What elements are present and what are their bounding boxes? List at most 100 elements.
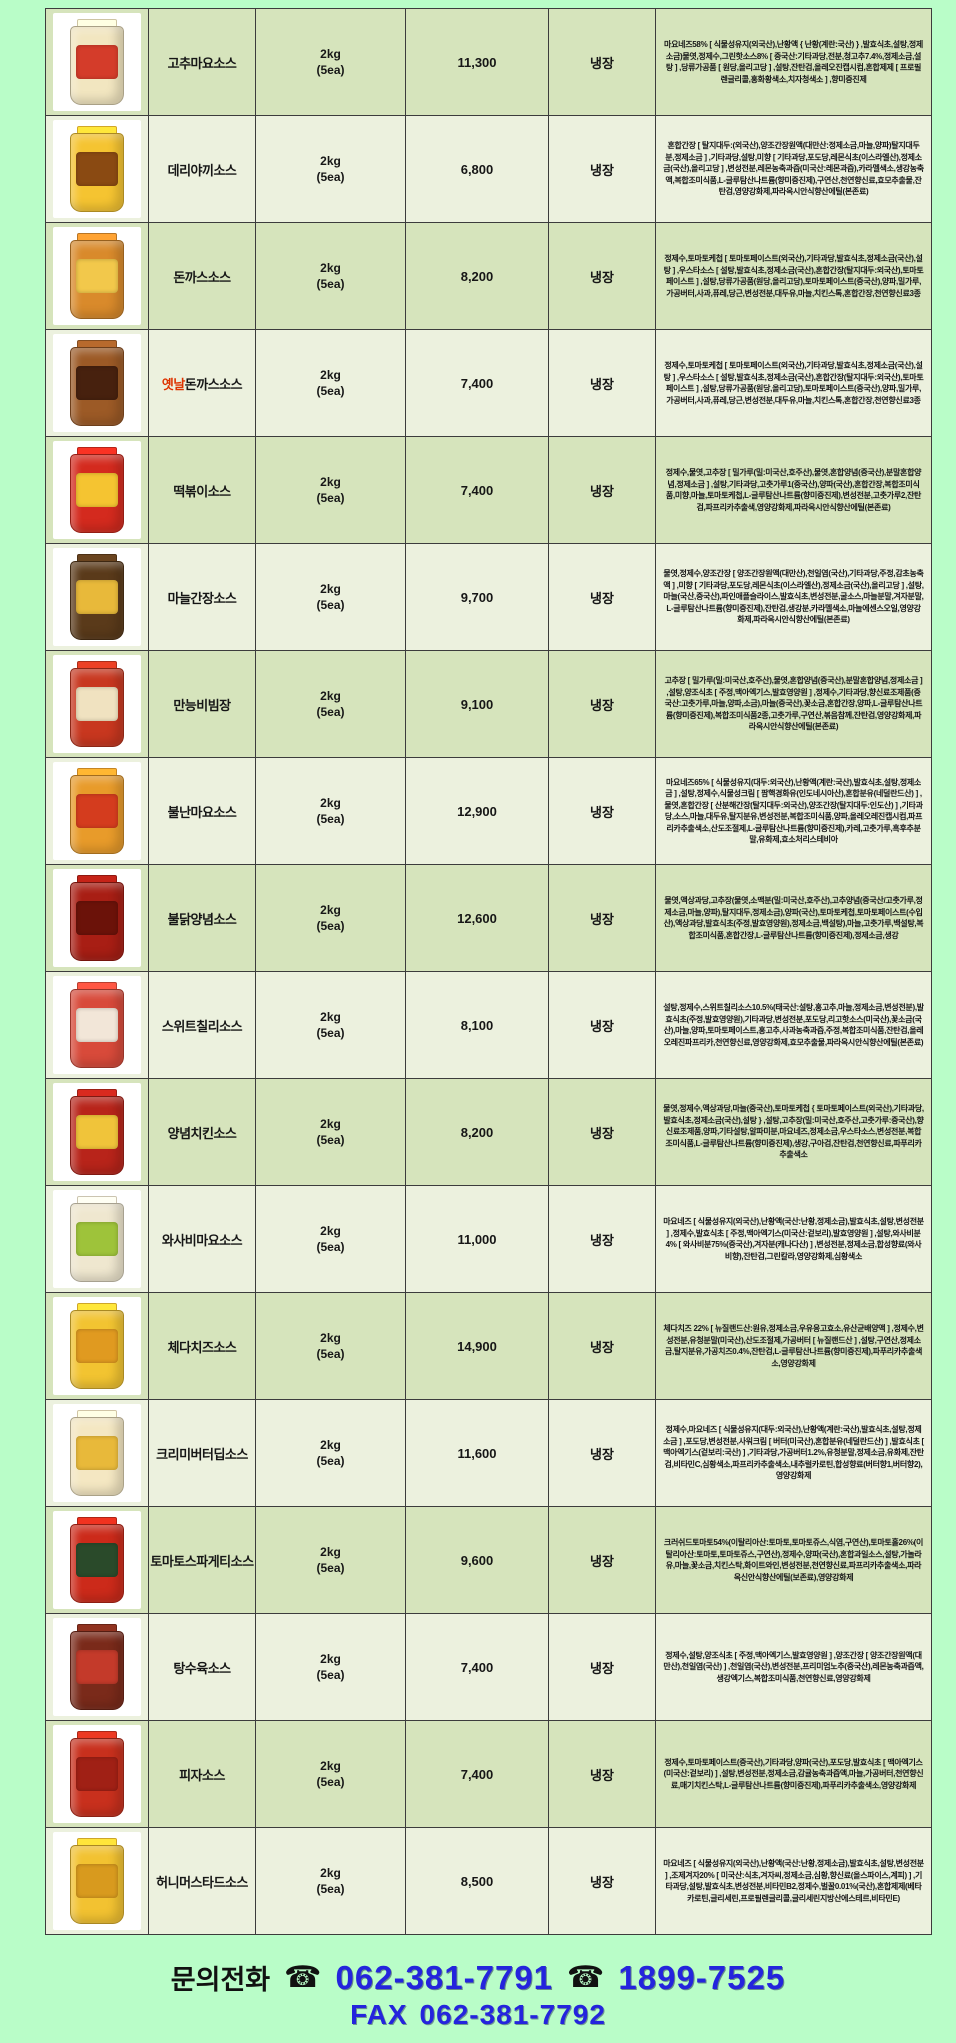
product-name-cell: 고추마요소스 [148, 8, 256, 116]
product-name-cell: 불닭양념소스 [148, 864, 256, 972]
product-size: 2kg [320, 1438, 341, 1452]
product-price: 9,600 [405, 1506, 549, 1614]
pouch-label [75, 365, 119, 401]
product-size-count: (5ea) [316, 1775, 345, 1789]
product-name-cell: 스위트칠리소스 [148, 971, 256, 1079]
product-name-cell: 크리미버터딥소스 [148, 1399, 256, 1507]
product-size-cell: 2kg (5ea) [255, 1292, 406, 1400]
product-price: 11,600 [405, 1399, 549, 1507]
product-photo [53, 976, 141, 1074]
product-name-cell: 만능비빔장 [148, 650, 256, 758]
product-price: 7,400 [405, 329, 549, 437]
telephone-icon: ☎ [284, 1961, 322, 1994]
product-size: 2kg [320, 154, 341, 168]
pouch-label [75, 1007, 119, 1043]
product-size: 2kg [320, 1866, 341, 1880]
product-name-cell: 체다치즈소스 [148, 1292, 256, 1400]
product-size-cell: 2kg (5ea) [255, 864, 406, 972]
product-table-body: 고추마요소스 2kg (5ea) 11,300 냉장 마요네즈58% [ 식물성… [45, 8, 932, 1935]
telephone-icon: ☎ [567, 1961, 605, 1994]
product-image-cell [45, 1078, 149, 1186]
product-name: 양념치킨소스 [167, 1125, 237, 1141]
pouch-label [75, 44, 119, 80]
product-size-count: (5ea) [316, 1347, 345, 1361]
product-image [68, 1838, 126, 1924]
product-storage-badge: 냉장 [548, 650, 656, 758]
product-ingredients: 설탕,정제수,스위트칠리소스10.5%(태국산:설탕,홍고추,마늘,정제소금,변… [655, 971, 932, 1079]
product-price: 8,100 [405, 971, 549, 1079]
product-image-cell [45, 1827, 149, 1935]
product-image-cell [45, 757, 149, 865]
product-photo [53, 548, 141, 646]
product-name: 스위트칠리소스 [161, 1018, 243, 1034]
table-row: 불난마요소스 2kg (5ea) 12,900 냉장 마요네즈65% [ 식물성… [45, 757, 932, 865]
product-storage-badge: 냉장 [548, 1292, 656, 1400]
product-size-count: (5ea) [316, 384, 345, 398]
product-photo [53, 1404, 141, 1502]
product-size-count: (5ea) [316, 1240, 345, 1254]
product-price: 11,300 [405, 8, 549, 116]
product-size-cell: 2kg (5ea) [255, 1185, 406, 1293]
product-ingredients: 물엿,정제수,액상과당,마늘(중국산),토마토케첩 { 토마토페이스트(외국산)… [655, 1078, 932, 1186]
product-image [68, 1410, 126, 1496]
product-photo [53, 1725, 141, 1823]
table-row: 불닭양념소스 2kg (5ea) 12,600 냉장 물엿,액상과당,고추장(물… [45, 864, 932, 972]
product-ingredients: 물엿,액상과당,고추장(물엿,소맥분(밀:미국산,호주산),고추양념(중국산/고… [655, 864, 932, 972]
fax-line: FAX 062-381-7792 [350, 1999, 606, 2031]
table-row: 떡볶이소스 2kg (5ea) 7,400 냉장 정제수,물엿,고추장 [ 밀가… [45, 436, 932, 544]
product-ingredients: 정제수,토마토페이스트(중국산),기타과당,양파(국산),포도당,발효식초 [ … [655, 1720, 932, 1828]
product-image [68, 1089, 126, 1175]
pouch-label [75, 793, 119, 829]
product-storage-badge: 냉장 [548, 436, 656, 544]
product-size-cell: 2kg (5ea) [255, 329, 406, 437]
product-size: 2kg [320, 903, 341, 917]
product-name-cell: 토마토스파게티소스 [148, 1506, 256, 1614]
table-row: 크리미버터딥소스 2kg (5ea) 11,600 냉장 정제수,마요네즈 [ … [45, 1399, 932, 1507]
product-storage-badge: 냉장 [548, 1399, 656, 1507]
pouch-label [75, 1114, 119, 1150]
product-storage-badge: 냉장 [548, 757, 656, 865]
table-row: 토마토스파게티소스 2kg (5ea) 9,600 냉장 크러쉬드토마토54%(… [45, 1506, 932, 1614]
product-image-cell [45, 1292, 149, 1400]
product-price: 7,400 [405, 1613, 549, 1721]
product-size-cell: 2kg (5ea) [255, 1613, 406, 1721]
product-size-cell: 2kg (5ea) [255, 222, 406, 330]
product-photo [53, 334, 141, 432]
product-size-count: (5ea) [316, 705, 345, 719]
product-size: 2kg [320, 1652, 341, 1666]
product-image-cell [45, 222, 149, 330]
product-size-cell: 2kg (5ea) [255, 1720, 406, 1828]
product-size-count: (5ea) [316, 1454, 345, 1468]
product-name-cell: 떡볶이소스 [148, 436, 256, 544]
product-price: 9,100 [405, 650, 549, 758]
product-price: 6,800 [405, 115, 549, 223]
product-size: 2kg [320, 1010, 341, 1024]
product-name: 데리야끼소스 [167, 162, 237, 178]
pouch-label [75, 1649, 119, 1685]
product-ingredients: 크러쉬드토마토54%(이탈리아산:토마토,토마토쥬스,식염,구연산),토마토홀2… [655, 1506, 932, 1614]
product-size-count: (5ea) [316, 1026, 345, 1040]
product-image-cell [45, 1399, 149, 1507]
product-image-cell [45, 971, 149, 1079]
product-ingredients: 마요네즈 [ 식물성유지(외국산),난황액(국산:난황,정제소금),발효식초,설… [655, 1185, 932, 1293]
product-size-cell: 2kg (5ea) [255, 757, 406, 865]
product-ingredients: 정제수,토마토케첩 [ 토마토페이스트(외국산),기타과당,발효식초,정제소금(… [655, 329, 932, 437]
product-name: 와사비마요소스 [161, 1232, 243, 1248]
product-storage-badge: 냉장 [548, 222, 656, 330]
inquiry-line: 문의전화 ☎ 062-381-7791 ☎ 1899-7525 [171, 1958, 785, 1997]
pouch-label [75, 579, 119, 615]
product-price-sheet: 고추마요소스 2kg (5ea) 11,300 냉장 마요네즈58% [ 식물성… [45, 8, 932, 1935]
product-name: 불난마요소스 [167, 804, 237, 820]
product-photo [53, 869, 141, 967]
product-ingredients: 체다치즈 22% [ 뉴질랜드산:원유,정제소금,우유응고효소,유산균배양액 ]… [655, 1292, 932, 1400]
product-name-cell: 돈까스소스 [148, 222, 256, 330]
product-image [68, 875, 126, 961]
product-storage-badge: 냉장 [548, 1078, 656, 1186]
table-row: 스위트칠리소스 2kg (5ea) 8,100 냉장 설탕,정제수,스위트칠리소… [45, 971, 932, 1079]
table-row: 데리야끼소스 2kg (5ea) 6,800 냉장 혼합간장 [ 탈지대두:(외… [45, 115, 932, 223]
product-storage-badge: 냉장 [548, 864, 656, 972]
product-size: 2kg [320, 689, 341, 703]
product-image-cell [45, 543, 149, 651]
product-name: 불닭양념소스 [167, 911, 237, 927]
product-photo [53, 1190, 141, 1288]
